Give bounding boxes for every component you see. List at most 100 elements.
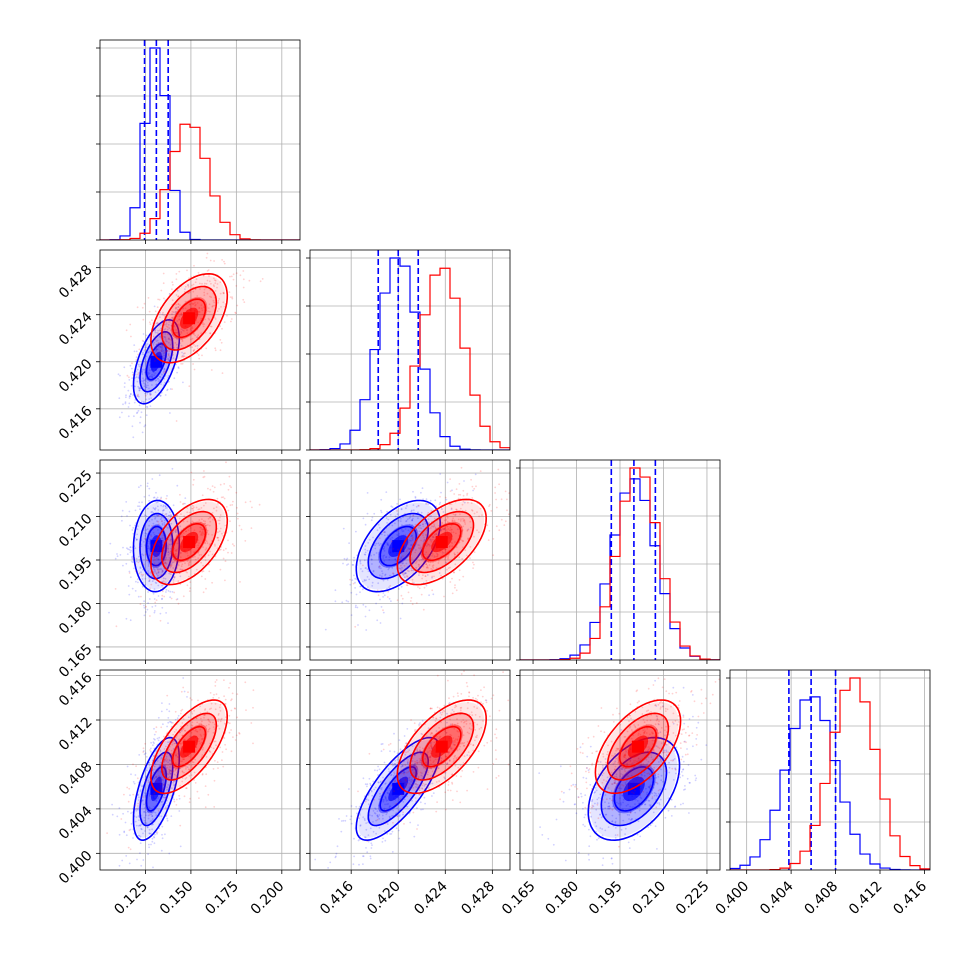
scatter-point	[432, 716, 435, 719]
scatter-point	[368, 752, 371, 755]
scatter-point	[449, 733, 452, 736]
scatter-point	[215, 679, 218, 681]
scatter-point	[228, 731, 231, 734]
scatter-point	[125, 855, 128, 857]
scatter-point	[175, 336, 178, 339]
density-peak-blue	[392, 782, 405, 795]
scatter-point	[444, 730, 446, 733]
scatter-point	[160, 849, 163, 852]
scatter-point	[155, 775, 158, 778]
scatter-point	[413, 754, 416, 757]
scatter-point	[415, 779, 418, 782]
scatter-point	[173, 560, 176, 563]
scatter-point	[184, 300, 187, 303]
scatter-point	[507, 763, 510, 766]
scatter-point	[142, 563, 145, 566]
scatter-point	[446, 516, 449, 519]
scatter-point	[137, 808, 140, 811]
scatter-point	[408, 776, 411, 779]
scatter-point	[647, 826, 650, 829]
scatter-point	[176, 771, 179, 774]
scatter-point	[662, 705, 664, 707]
scatter-point	[409, 514, 412, 516]
scatter-point	[144, 383, 147, 386]
scatter-point	[129, 364, 132, 367]
scatter-point	[433, 533, 436, 536]
scatter-point	[555, 818, 558, 821]
scatter-point	[186, 269, 188, 272]
scatter-point	[419, 761, 422, 764]
scatter-point	[232, 500, 234, 503]
scatter-point	[177, 769, 180, 772]
scatter-point	[149, 552, 152, 555]
scatter-point	[400, 585, 403, 588]
scatter-point	[156, 322, 159, 324]
scatter-point	[379, 809, 382, 812]
scatter-point	[484, 699, 487, 702]
scatter-point	[354, 587, 356, 589]
scatter-point	[351, 563, 354, 566]
scatter-point	[220, 306, 222, 308]
scatter-point	[157, 774, 160, 777]
scatter-point	[204, 542, 207, 545]
scatter-point	[214, 282, 217, 284]
scatter-point	[463, 519, 466, 521]
scatter-point	[153, 562, 156, 565]
scatter-point	[158, 298, 161, 301]
scatter-point	[406, 575, 409, 578]
scatter-point	[147, 573, 150, 576]
scatter-point	[143, 614, 146, 617]
scatter-point	[680, 771, 683, 773]
scatter-point	[137, 581, 139, 584]
scatter-point	[222, 765, 225, 768]
scatter-point	[142, 832, 144, 835]
scatter-point	[388, 770, 391, 773]
scatter-point	[155, 776, 157, 779]
contour-blue	[132, 318, 181, 405]
scatter-point	[429, 756, 431, 759]
scatter-point	[203, 475, 206, 478]
scatter-point	[145, 405, 148, 408]
scatter-point	[138, 501, 141, 504]
scatter-point	[355, 805, 358, 808]
scatter-point	[145, 344, 148, 346]
scatter-point	[658, 723, 660, 726]
scatter-point	[172, 357, 175, 360]
scatter-point	[148, 767, 151, 769]
scatter-point	[153, 508, 156, 510]
scatter-point	[402, 813, 404, 816]
scatter-point	[157, 569, 159, 571]
scatter-point	[168, 772, 171, 774]
scatter-point	[218, 530, 221, 533]
scatter-point	[405, 562, 408, 565]
scatter-point	[121, 509, 124, 512]
scatter-point	[425, 545, 428, 548]
scatter-point	[178, 794, 181, 797]
scatter-point	[162, 350, 165, 352]
scatter-point	[198, 311, 201, 313]
scatter-point	[370, 554, 372, 557]
scatter-point	[221, 259, 224, 261]
scatter-point	[179, 568, 182, 571]
scatter-point	[358, 805, 361, 808]
scatter-point	[157, 584, 160, 587]
scatter-point	[178, 738, 181, 741]
scatter-point	[436, 674, 439, 677]
scatter-point	[207, 310, 209, 313]
scatter-point	[400, 517, 402, 520]
scatter-point	[259, 280, 262, 283]
scatter-point	[355, 578, 358, 581]
scatter-point	[222, 496, 225, 498]
scatter-point	[179, 304, 181, 307]
scatter-point	[498, 709, 501, 712]
scatter-point	[182, 502, 185, 505]
scatter-point	[178, 323, 181, 326]
scatter-point	[434, 536, 437, 539]
scatter-point	[174, 531, 177, 534]
scatter-point	[128, 379, 131, 381]
scatter-point	[459, 707, 462, 709]
scatter-point	[660, 774, 663, 777]
scatter-point	[153, 610, 156, 612]
scatter-point	[153, 792, 156, 795]
scatter-point	[138, 404, 141, 407]
